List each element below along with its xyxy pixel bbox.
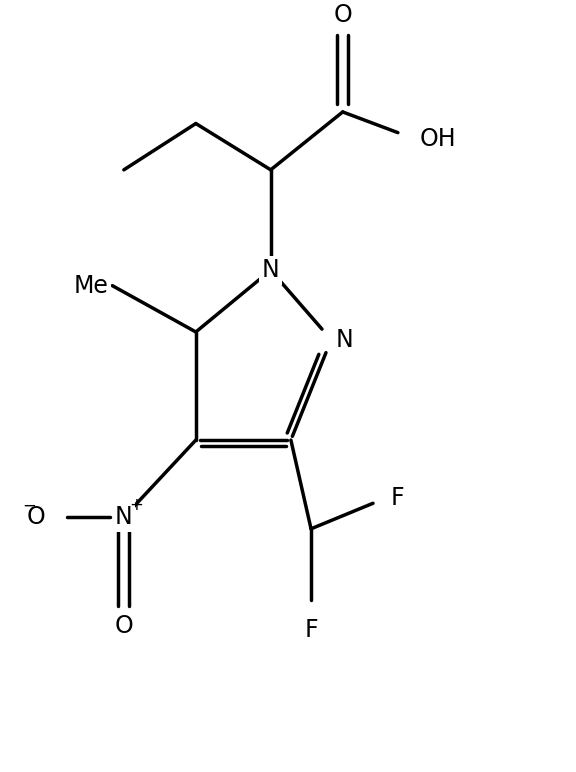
Text: OH: OH <box>420 127 456 151</box>
Text: O: O <box>115 614 133 638</box>
Text: −: − <box>22 496 36 514</box>
Text: F: F <box>304 618 318 642</box>
Text: N: N <box>335 327 353 352</box>
Text: N: N <box>115 505 132 530</box>
Text: +: + <box>129 496 143 514</box>
Text: O: O <box>26 505 45 530</box>
Text: N: N <box>262 258 279 283</box>
Text: F: F <box>391 486 404 510</box>
Text: Me: Me <box>74 273 108 298</box>
Text: O: O <box>334 3 352 27</box>
